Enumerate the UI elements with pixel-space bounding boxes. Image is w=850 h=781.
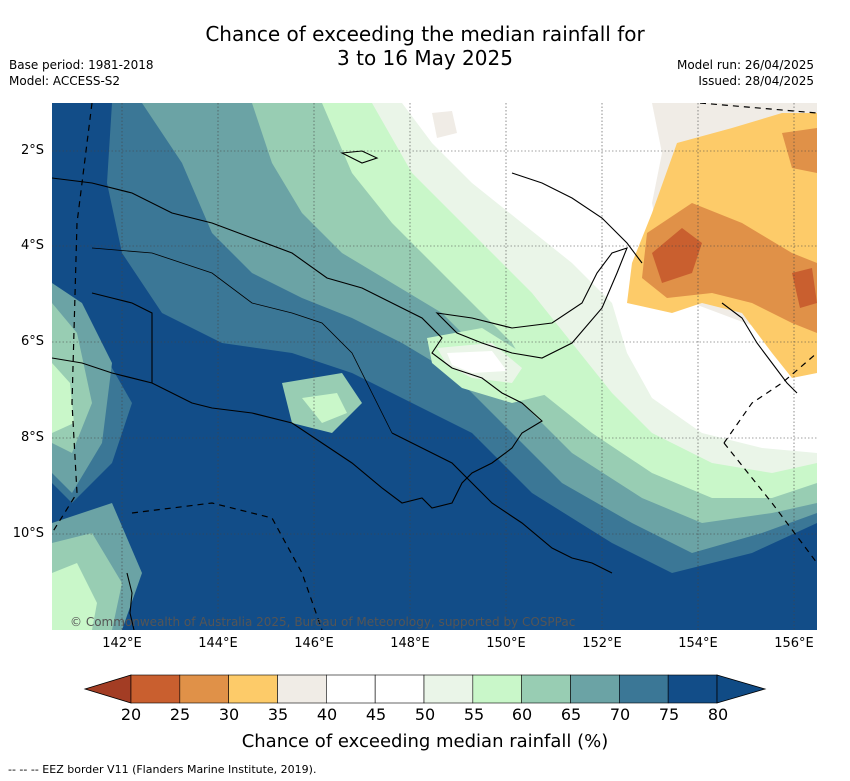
map-title-line-1: Chance of exceeding the median rainfall … [205, 22, 645, 46]
colorbar-label-40: 40 [316, 705, 338, 724]
colorbar-segment [472, 674, 522, 704]
map-copyright: © Commonwealth of Australia 2025, Bureau… [70, 615, 575, 629]
colorbar-label-55: 55 [463, 705, 485, 724]
colorbar-segments [130, 674, 718, 704]
lon-label-156e: 156°E [774, 636, 814, 651]
probability-band-50-east [447, 351, 507, 373]
lat-label-6s: 6°S [20, 334, 44, 349]
colorbar-title: Chance of exceeding median rainfall (%) [241, 731, 609, 752]
colorbar [83, 674, 767, 704]
papuan-peninsula-coast [391, 432, 613, 574]
lat-label-2s: 2°S [20, 143, 44, 158]
lon-label-148e: 148°E [390, 636, 430, 651]
probability-band-35-ne [782, 128, 817, 173]
colorbar-low-arrow [83, 674, 132, 704]
colorbar-segment [521, 674, 571, 704]
manus-island-coast [340, 150, 379, 164]
colorbar-segment [326, 674, 376, 704]
model-run-date: Model run: 26/04/2025 [676, 58, 814, 72]
eez-legend-note: -- -- -- EEZ border V11 (Flanders Marine… [8, 763, 317, 776]
base-period: Base period: 1981-2018 [9, 58, 154, 72]
colorbar-segment [130, 674, 181, 704]
probability-band-30 [652, 228, 702, 283]
issued-date: Issued: 28/04/2025 [698, 74, 814, 88]
lat-label-8s: 8°S [20, 430, 44, 445]
new-britain-coast [435, 247, 628, 359]
probability-band-60-west [52, 363, 74, 433]
colorbar-label-25: 25 [169, 705, 191, 724]
lon-label-152e: 152°E [582, 636, 622, 651]
colorbar-label-35: 35 [267, 705, 289, 724]
colorbar-label-70: 70 [609, 705, 631, 724]
probability-band-60-patch [302, 393, 347, 423]
new-ireland-coast [511, 172, 643, 264]
colorbar-segment [619, 674, 669, 704]
lat-label-10s: 10°S [12, 526, 44, 541]
colorbar-label-75: 75 [658, 705, 680, 724]
colorbar-label-60: 60 [511, 705, 533, 724]
colorbar-label-20: 20 [120, 705, 142, 724]
border-png-indonesia [91, 292, 153, 383]
colorbar-segment [228, 674, 278, 704]
lon-label-144e: 144°E [198, 636, 238, 651]
colorbar-segment [570, 674, 620, 704]
probability-band-45-patch [432, 111, 457, 138]
colorbar-label-65: 65 [560, 705, 582, 724]
probability-band-60-south [52, 563, 97, 630]
bougainville-coast [721, 302, 798, 394]
colorbar-segment [667, 674, 718, 704]
cape-york-coast [126, 572, 135, 630]
colorbar-label-45: 45 [365, 705, 387, 724]
lon-label-154e: 154°E [678, 636, 718, 651]
map-title-line-2: 3 to 16 May 2025 [337, 46, 513, 70]
new-guinea-coast [52, 177, 543, 509]
colorbar-segment [277, 674, 327, 704]
interior-province-lines [91, 247, 393, 434]
probability-band-30-east [792, 268, 817, 308]
lat-label-4s: 4°S [20, 238, 44, 253]
colorbar-label-30: 30 [218, 705, 240, 724]
rainfall-map: © Commonwealth of Australia 2025, Bureau… [52, 103, 817, 630]
colorbar-segment [423, 674, 474, 704]
coastlines [52, 150, 798, 630]
lon-label-146e: 146°E [294, 636, 334, 651]
colorbar-high-arrow [716, 674, 767, 704]
colorbar-label-80: 80 [707, 705, 729, 724]
colorbar-segment [374, 674, 425, 704]
colorbar-label-50: 50 [414, 705, 436, 724]
lon-label-142e: 142°E [102, 636, 142, 651]
colorbar-segment [179, 674, 229, 704]
eez-borders [52, 103, 817, 630]
model-name: Model: ACCESS-S2 [9, 74, 121, 88]
lon-label-150e: 150°E [486, 636, 526, 651]
